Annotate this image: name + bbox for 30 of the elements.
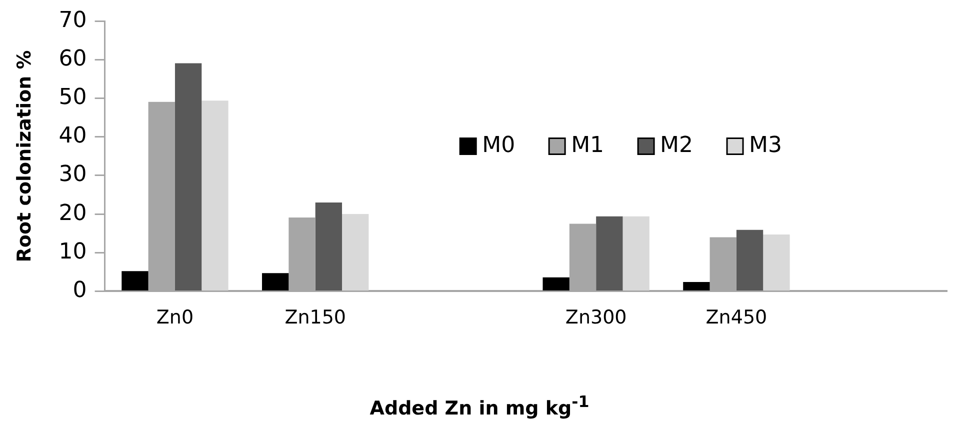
bar [174, 63, 202, 290]
y-tick-label: 0 [72, 278, 87, 303]
legend-label: M3 [749, 132, 782, 158]
bar [736, 230, 764, 290]
x-tick-label: Zn150 [284, 306, 346, 329]
x-axis-title: Added Zn in mg kg$^{-1}$ [368, 392, 590, 420]
x-tick-label: Zn450 [706, 306, 768, 329]
y-tick-label: 50 [58, 85, 87, 110]
bar [262, 273, 289, 290]
y-axis-title: Root colonization % [13, 50, 36, 262]
bar [596, 216, 623, 290]
bar [315, 202, 342, 290]
y-tick-label: 60 [58, 46, 87, 72]
y-tick-label: 40 [58, 124, 87, 149]
bar [122, 271, 148, 290]
bar [622, 216, 650, 290]
y-tick-label: 20 [58, 200, 87, 226]
bar [763, 234, 790, 290]
bar [202, 100, 228, 290]
bar [342, 214, 369, 290]
y-tick-label: 30 [58, 162, 87, 188]
x-tick-label: Zn0 [156, 306, 194, 329]
legend-label: M1 [571, 132, 604, 158]
legend-label: M0 [482, 132, 516, 158]
y-tick-label: 10 [58, 239, 87, 264]
x-tick-label: Zn300 [565, 306, 627, 329]
bar [683, 282, 710, 290]
y-tick-label: 70 [58, 8, 87, 33]
bar [542, 277, 570, 290]
legend-label: M2 [660, 132, 694, 158]
